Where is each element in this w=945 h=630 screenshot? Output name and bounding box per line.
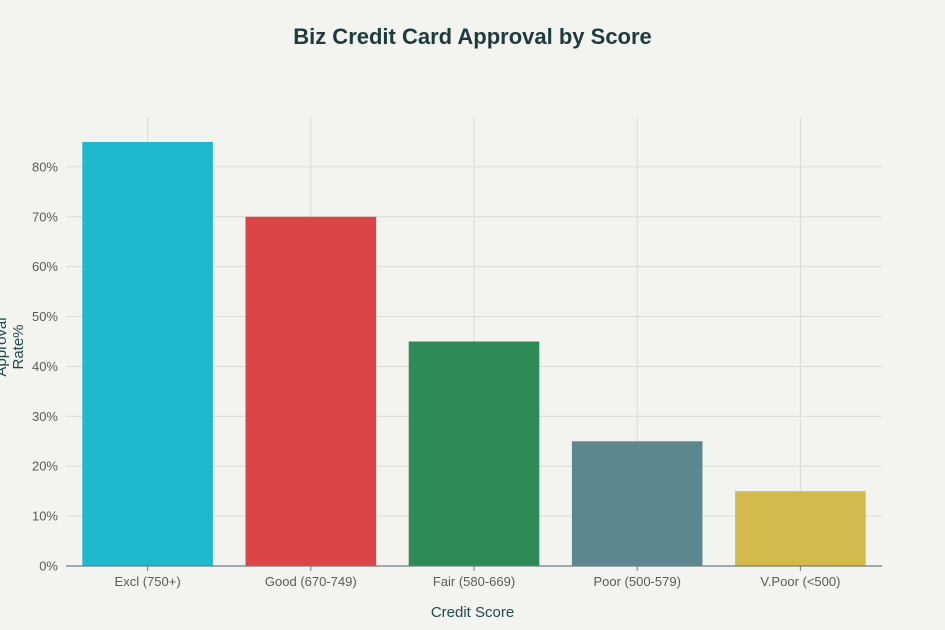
y-tick-label: 10%: [32, 509, 58, 524]
x-tick-label: V.Poor (<500): [760, 574, 840, 589]
bar: [735, 491, 866, 566]
y-tick-label: 70%: [32, 209, 58, 224]
y-tick-label: 30%: [32, 409, 58, 424]
x-tick-label: Excl (750+): [115, 574, 181, 589]
x-tick-label: Poor (500-579): [593, 574, 680, 589]
y-tick-label: 0%: [39, 559, 58, 574]
bar: [245, 216, 377, 566]
y-tick-label: 20%: [32, 459, 58, 474]
y-tick-label: 50%: [32, 309, 58, 324]
y-tick-label: 40%: [32, 359, 58, 374]
bar: [408, 341, 540, 566]
bar: [571, 441, 703, 566]
x-axis-title: Credit Score: [430, 604, 515, 621]
x-tick-label: Fair (580-669): [433, 574, 515, 589]
y-tick-label: 60%: [32, 259, 58, 274]
y-tick-label: 80%: [32, 159, 58, 174]
x-tick-label: Good (670-749): [265, 574, 357, 589]
chart-title: Biz Credit Card Approval by Score: [293, 24, 652, 49]
bar: [82, 141, 213, 566]
